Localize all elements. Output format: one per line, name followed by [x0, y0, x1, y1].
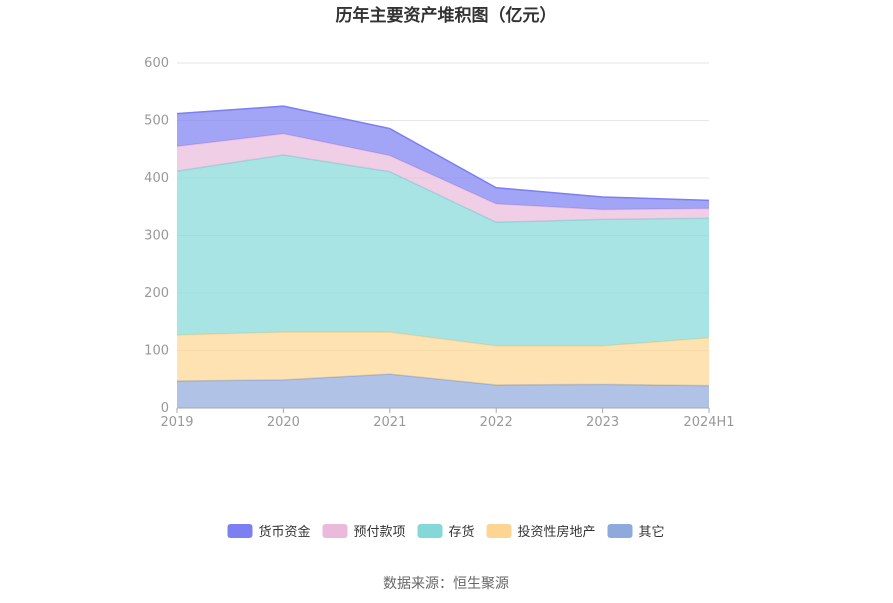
legend-item-预付款项[interactable]: 预付款项: [322, 524, 406, 540]
legend-label: 预付款项: [354, 525, 406, 540]
y-tick-label: 0: [161, 401, 169, 416]
legend-label: 投资性房地产: [518, 524, 596, 540]
y-tick-label: 500: [144, 114, 169, 129]
x-tick-label: 2020: [267, 415, 300, 430]
y-tick-label: 300: [144, 229, 169, 244]
area-series: [176, 105, 710, 408]
x-tick-label: 2022: [480, 415, 513, 430]
y-tick-label: 100: [144, 344, 169, 359]
area-其它: [177, 374, 709, 408]
y-tick-label: 600: [144, 56, 169, 71]
axes: 0 100 200 300 400 500 600 2019 2020 2021 2022 2023 2…: [144, 56, 734, 430]
area-预付款项: [177, 133, 709, 223]
source-text: 数据来源：恒生聚源: [383, 576, 509, 592]
area-line-货币资金: [176, 105, 710, 202]
area-投资性房地产: [177, 332, 709, 386]
area-存货: [177, 155, 709, 346]
legend-item-其它[interactable]: 其它: [607, 524, 665, 540]
legend-label: 货币资金: [259, 524, 311, 540]
legend-item-存货[interactable]: 存货: [417, 524, 475, 540]
legend-item-货币资金[interactable]: 货币资金: [227, 524, 311, 540]
x-tick-label: 2023: [586, 415, 619, 430]
area-货币资金: [177, 106, 709, 210]
legend-swatch: [322, 524, 348, 538]
y-tick-label: 400: [144, 171, 169, 186]
legend-label: 其它: [639, 524, 665, 540]
legend: 货币资金 预付款项 存货 投资性房地产 其它: [227, 524, 665, 540]
x-tick-label: 2024H1: [683, 415, 734, 430]
x-tick-label: 2019: [160, 415, 193, 430]
legend-item-投资性房地产[interactable]: 投资性房地产: [486, 524, 596, 540]
legend-swatch: [227, 524, 253, 538]
legend-label: 存货: [449, 524, 475, 540]
legend-swatch: [486, 524, 512, 538]
y-tick-label: 200: [144, 286, 169, 301]
x-tick-label: 2021: [373, 415, 406, 430]
legend-swatch: [417, 524, 443, 538]
chart-title: 历年主要资产堆积图（亿元）: [336, 5, 557, 26]
legend-swatch: [607, 524, 633, 538]
